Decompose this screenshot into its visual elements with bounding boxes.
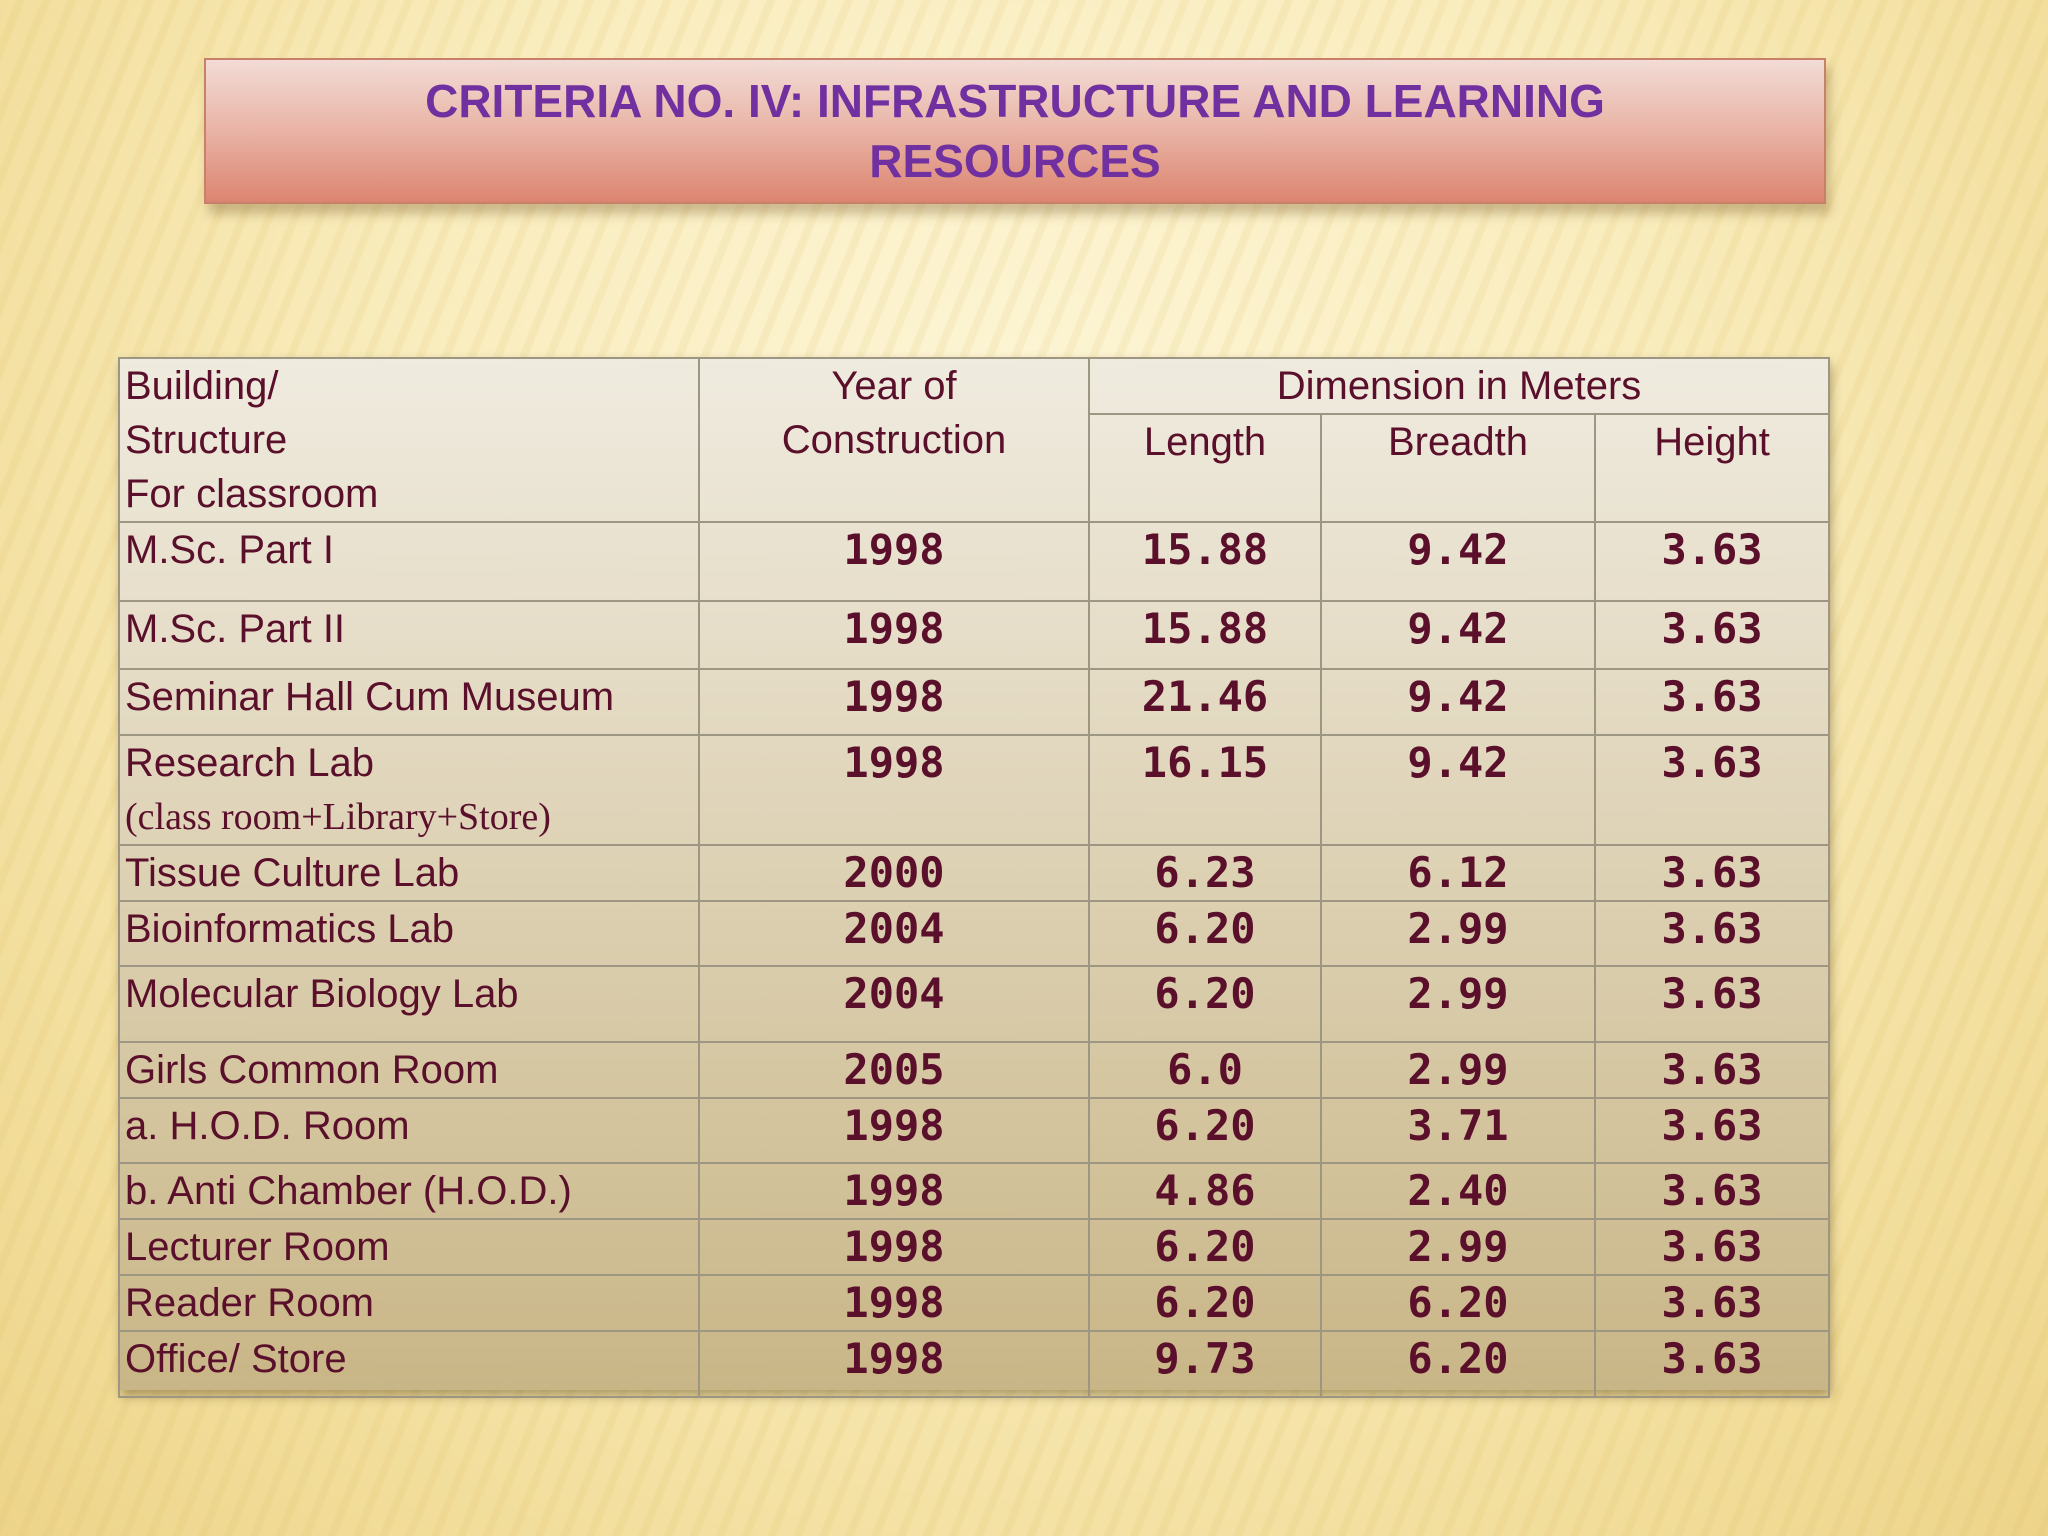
year-cell: 1998: [698, 1097, 1090, 1164]
table-row: M.Sc. Part II 1998 15.88 9.42 3.63: [118, 600, 1831, 670]
length-cell: 21.46: [1088, 668, 1322, 736]
building-name: Reader Room: [118, 1274, 700, 1332]
height-cell: 3.63: [1593, 965, 1831, 1043]
breadth-cell: 9.42: [1320, 668, 1596, 736]
length-cell: 6.20: [1088, 965, 1322, 1043]
slide-title: CRITERIA NO. IV: INFRASTRUCTURE AND LEAR…: [425, 75, 1605, 187]
year-cell: 1998: [698, 734, 1090, 846]
length-cell: 9.73: [1088, 1330, 1322, 1398]
table-row: Molecular Biology Lab 2004 6.20 2.99 3.6…: [118, 965, 1831, 1043]
building-name-cell: Research Lab (class room+Library+Store): [118, 734, 700, 846]
header-breadth: Breadth: [1320, 413, 1596, 523]
year-cell: 1998: [698, 1330, 1090, 1398]
year-cell: 2004: [698, 900, 1090, 967]
year-cell: 1998: [698, 521, 1090, 602]
building-name: M.Sc. Part I: [118, 521, 700, 602]
building-name: Bioinformatics Lab: [118, 900, 700, 967]
table-row: Girls Common Room 2005 6.0 2.99 3.63: [118, 1041, 1831, 1099]
height-cell: 3.63: [1593, 668, 1831, 736]
table-row: a. H.O.D. Room 1998 6.20 3.71 3.63: [118, 1097, 1831, 1164]
length-cell: 4.86: [1088, 1162, 1322, 1220]
table-row: Research Lab (class room+Library+Store) …: [118, 734, 1831, 846]
breadth-cell: 2.99: [1320, 1041, 1596, 1099]
infrastructure-table-container: Building/ Structure For classroom Year o…: [118, 357, 1831, 1398]
year-cell: 1998: [698, 600, 1090, 670]
building-name: Tissue Culture Lab: [118, 844, 700, 902]
building-name: Seminar Hall Cum Museum: [118, 668, 700, 736]
length-cell: 16.15: [1088, 734, 1322, 846]
building-name: M.Sc. Part II: [118, 600, 700, 670]
header-building: Building/ Structure For classroom: [118, 357, 700, 523]
year-cell: 1998: [698, 1274, 1090, 1332]
height-cell: 3.63: [1593, 1330, 1831, 1398]
building-name: Research Lab: [125, 741, 375, 785]
infrastructure-table: Building/ Structure For classroom Year o…: [118, 357, 1831, 1398]
building-name: Office/ Store: [118, 1330, 700, 1398]
building-name: Lecturer Room: [118, 1218, 700, 1276]
length-cell: 6.0: [1088, 1041, 1322, 1099]
table-row: Reader Room 1998 6.20 6.20 3.63: [118, 1274, 1831, 1332]
building-name: Girls Common Room: [118, 1041, 700, 1099]
year-cell: 1998: [698, 1218, 1090, 1276]
breadth-cell: 2.99: [1320, 900, 1596, 967]
height-cell: 3.63: [1593, 1097, 1831, 1164]
year-cell: 2004: [698, 965, 1090, 1043]
breadth-cell: 6.20: [1320, 1274, 1596, 1332]
header-building-line: Structure: [125, 418, 288, 462]
building-name: b. Anti Chamber (H.O.D.): [118, 1162, 700, 1220]
building-name: Molecular Biology Lab: [118, 965, 700, 1043]
length-cell: 6.20: [1088, 1218, 1322, 1276]
table-row: Office/ Store 1998 9.73 6.20 3.63: [118, 1330, 1831, 1398]
header-height: Height: [1593, 413, 1831, 523]
height-cell: 3.63: [1593, 844, 1831, 902]
header-building-line: For classroom: [125, 472, 379, 516]
header-length: Length: [1088, 413, 1322, 523]
height-cell: 3.63: [1593, 521, 1831, 602]
year-cell: 2000: [698, 844, 1090, 902]
breadth-cell: 2.40: [1320, 1162, 1596, 1220]
length-cell: 6.20: [1088, 1274, 1322, 1332]
table-row: M.Sc. Part I 1998 15.88 9.42 3.63: [118, 521, 1831, 602]
slide-title-box: CRITERIA NO. IV: INFRASTRUCTURE AND LEAR…: [204, 58, 1826, 204]
length-cell: 6.23: [1088, 844, 1322, 902]
header-year-line: Year of: [831, 364, 957, 408]
table-row: b. Anti Chamber (H.O.D.) 1998 4.86 2.40 …: [118, 1162, 1831, 1220]
table-row: Lecturer Room 1998 6.20 2.99 3.63: [118, 1218, 1831, 1276]
year-cell: 1998: [698, 1162, 1090, 1220]
header-year-line: Construction: [781, 418, 1007, 462]
length-cell: 15.88: [1088, 521, 1322, 602]
header-year: Year of Construction: [698, 357, 1090, 523]
height-cell: 3.63: [1593, 1162, 1831, 1220]
header-building-line: Building/: [125, 364, 279, 408]
breadth-cell: 2.99: [1320, 965, 1596, 1043]
height-cell: 3.63: [1593, 900, 1831, 967]
breadth-cell: 3.71: [1320, 1097, 1596, 1164]
length-cell: 6.20: [1088, 900, 1322, 967]
breadth-cell: 6.20: [1320, 1330, 1596, 1398]
building-subtitle: (class room+Library+Store): [125, 796, 551, 838]
breadth-cell: 2.99: [1320, 1218, 1596, 1276]
table-row: Tissue Culture Lab 2000 6.23 6.12 3.63: [118, 844, 1831, 902]
table-row: Bioinformatics Lab 2004 6.20 2.99 3.63: [118, 900, 1831, 967]
breadth-cell: 9.42: [1320, 600, 1596, 670]
height-cell: 3.63: [1593, 1041, 1831, 1099]
height-cell: 3.63: [1593, 734, 1831, 846]
breadth-cell: 9.42: [1320, 734, 1596, 846]
header-dimension: Dimension in Meters: [1087, 357, 1831, 415]
height-cell: 3.63: [1593, 1218, 1831, 1276]
height-cell: 3.63: [1593, 1274, 1831, 1332]
year-cell: 1998: [698, 668, 1090, 736]
length-cell: 15.88: [1088, 600, 1322, 670]
table-row: Seminar Hall Cum Museum 1998 21.46 9.42 …: [118, 668, 1831, 736]
building-name: a. H.O.D. Room: [118, 1097, 700, 1164]
height-cell: 3.63: [1593, 600, 1831, 670]
breadth-cell: 6.12: [1320, 844, 1596, 902]
breadth-cell: 9.42: [1320, 521, 1596, 602]
length-cell: 6.20: [1088, 1097, 1322, 1164]
year-cell: 2005: [698, 1041, 1090, 1099]
